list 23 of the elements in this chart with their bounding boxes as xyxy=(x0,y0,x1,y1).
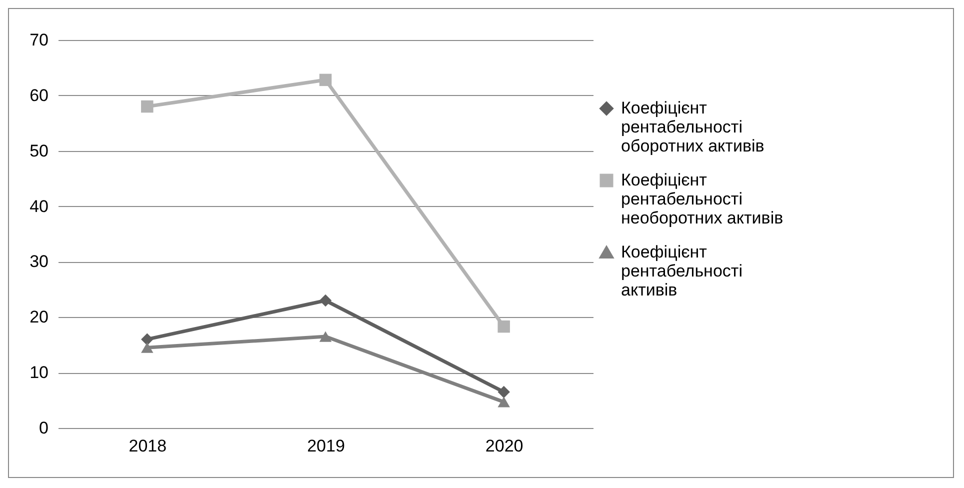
y-tick-label: 40 xyxy=(30,196,48,216)
point xyxy=(141,342,154,353)
point xyxy=(498,396,510,408)
point xyxy=(498,320,510,333)
x-tick-label: 2018 xyxy=(128,436,167,456)
point xyxy=(319,294,332,307)
point xyxy=(141,100,154,113)
point xyxy=(498,386,510,398)
y-tick-label: 0 xyxy=(39,418,48,438)
y-tick-label: 30 xyxy=(30,252,48,272)
legend-label: Коефіцієнт рентабельності активів xyxy=(621,242,742,300)
point xyxy=(319,74,332,86)
y-tick-label: 60 xyxy=(30,86,48,105)
point xyxy=(319,331,332,342)
x-tick-label: 2020 xyxy=(485,436,524,456)
y-tick-label: 10 xyxy=(30,363,48,382)
point xyxy=(141,333,154,346)
legend-label: Коефіцієнт рентабельності оборотних активів xyxy=(621,98,764,156)
y-tick-label: 50 xyxy=(30,141,48,160)
y-tick-label: 20 xyxy=(30,308,48,327)
legend-label: Коефіцієнт рентабельності необоротних активів xyxy=(621,170,784,228)
y-tick-label: 70 xyxy=(30,30,48,50)
x-tick-label: 2019 xyxy=(307,436,345,456)
